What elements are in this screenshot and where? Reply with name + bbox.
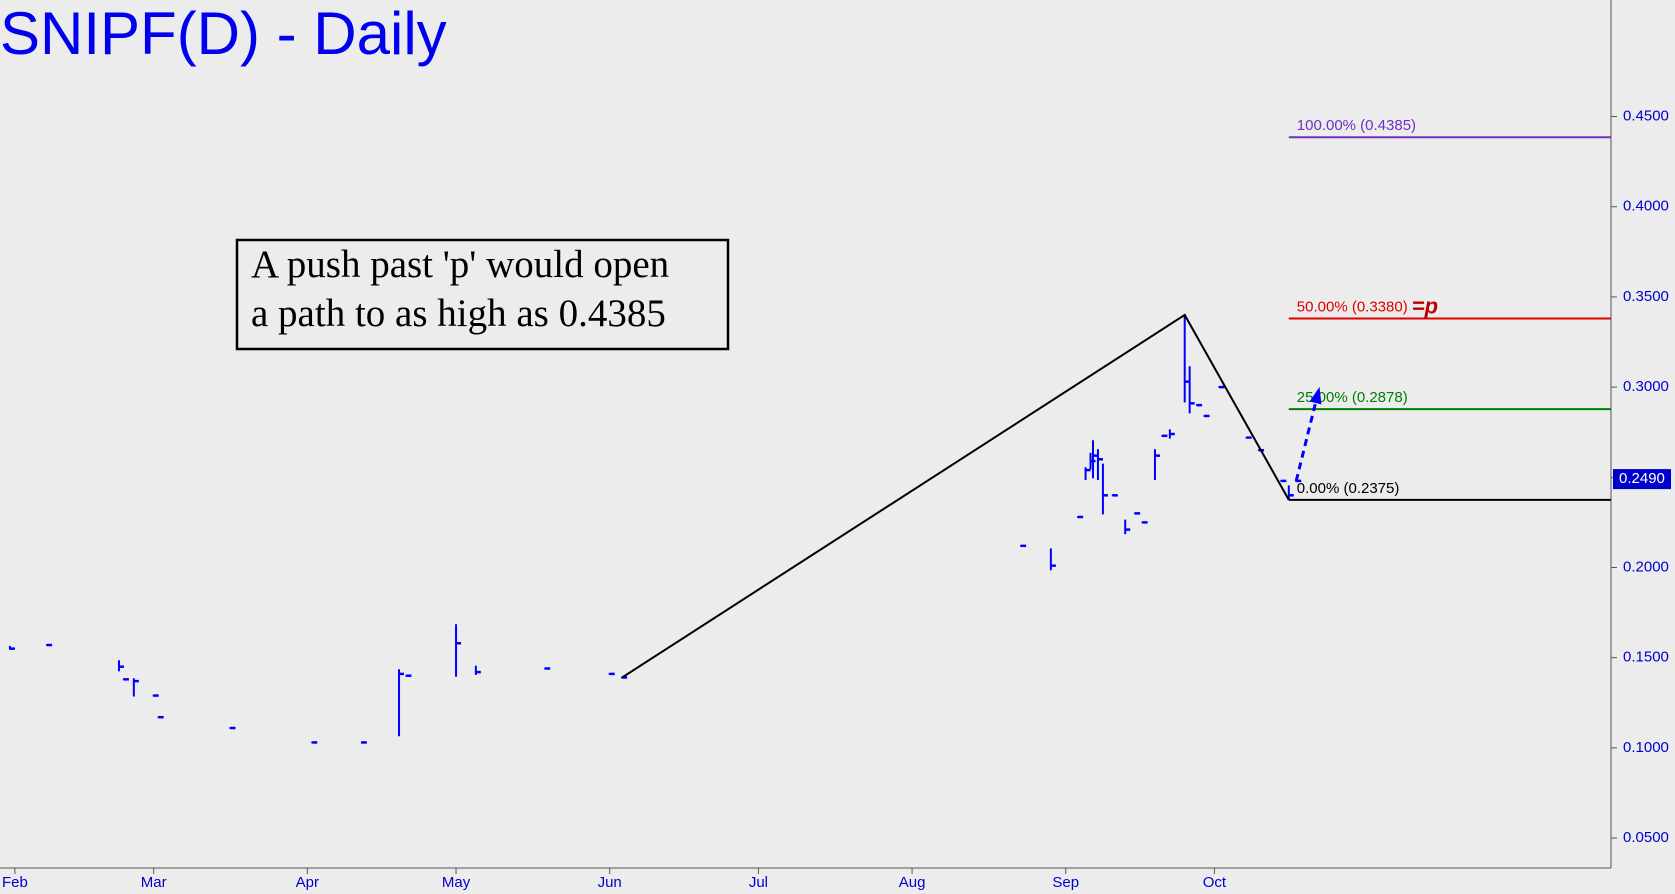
annotation-box (235, 238, 730, 351)
annotation: a path to as high as 0.4385 (251, 292, 666, 335)
x-tick-label: Feb (2, 874, 28, 891)
price-tag-label: 0.2490 (1619, 470, 1665, 487)
x-tick-label: Jun (598, 874, 622, 891)
annotation: A push past 'p' would open (251, 243, 669, 286)
x-tick-label: Sep (1052, 874, 1079, 891)
x-tick-label: Aug (899, 874, 926, 891)
y-tick-label: 0.4500 (1623, 107, 1669, 124)
x-tick-label: Mar (141, 874, 167, 891)
x-tick-label: Oct (1203, 874, 1227, 891)
level-label: 100.00% (0.4385) (1297, 117, 1416, 134)
y-tick-label: 0.0500 (1623, 829, 1669, 846)
projection-arrowhead (1309, 386, 1322, 405)
y-tick-label: 0.3500 (1623, 288, 1669, 305)
x-tick-label: May (442, 874, 471, 891)
chart-title: SNIPF(D) - Daily (0, 0, 447, 67)
level-label: 50.00% (0.3380) (1297, 299, 1408, 316)
level-label: 25.00% (0.2878) (1297, 389, 1408, 406)
y-tick-label: 0.3000 (1623, 378, 1669, 395)
x-tick-label: Jul (749, 874, 768, 891)
level-tag: =p (1412, 293, 1438, 318)
y-tick-label: 0.2000 (1623, 558, 1669, 575)
level-label: 0.00% (0.2375) (1297, 480, 1400, 497)
projection (1294, 390, 1320, 482)
y-tick-label: 0.1500 (1623, 649, 1669, 666)
swing-line (621, 313, 1290, 679)
x-tick-label: Apr (296, 874, 319, 891)
price-tag (1613, 469, 1671, 490)
y-tick-label: 0.1000 (1623, 739, 1669, 756)
y-tick-label: 0.4000 (1623, 198, 1669, 215)
